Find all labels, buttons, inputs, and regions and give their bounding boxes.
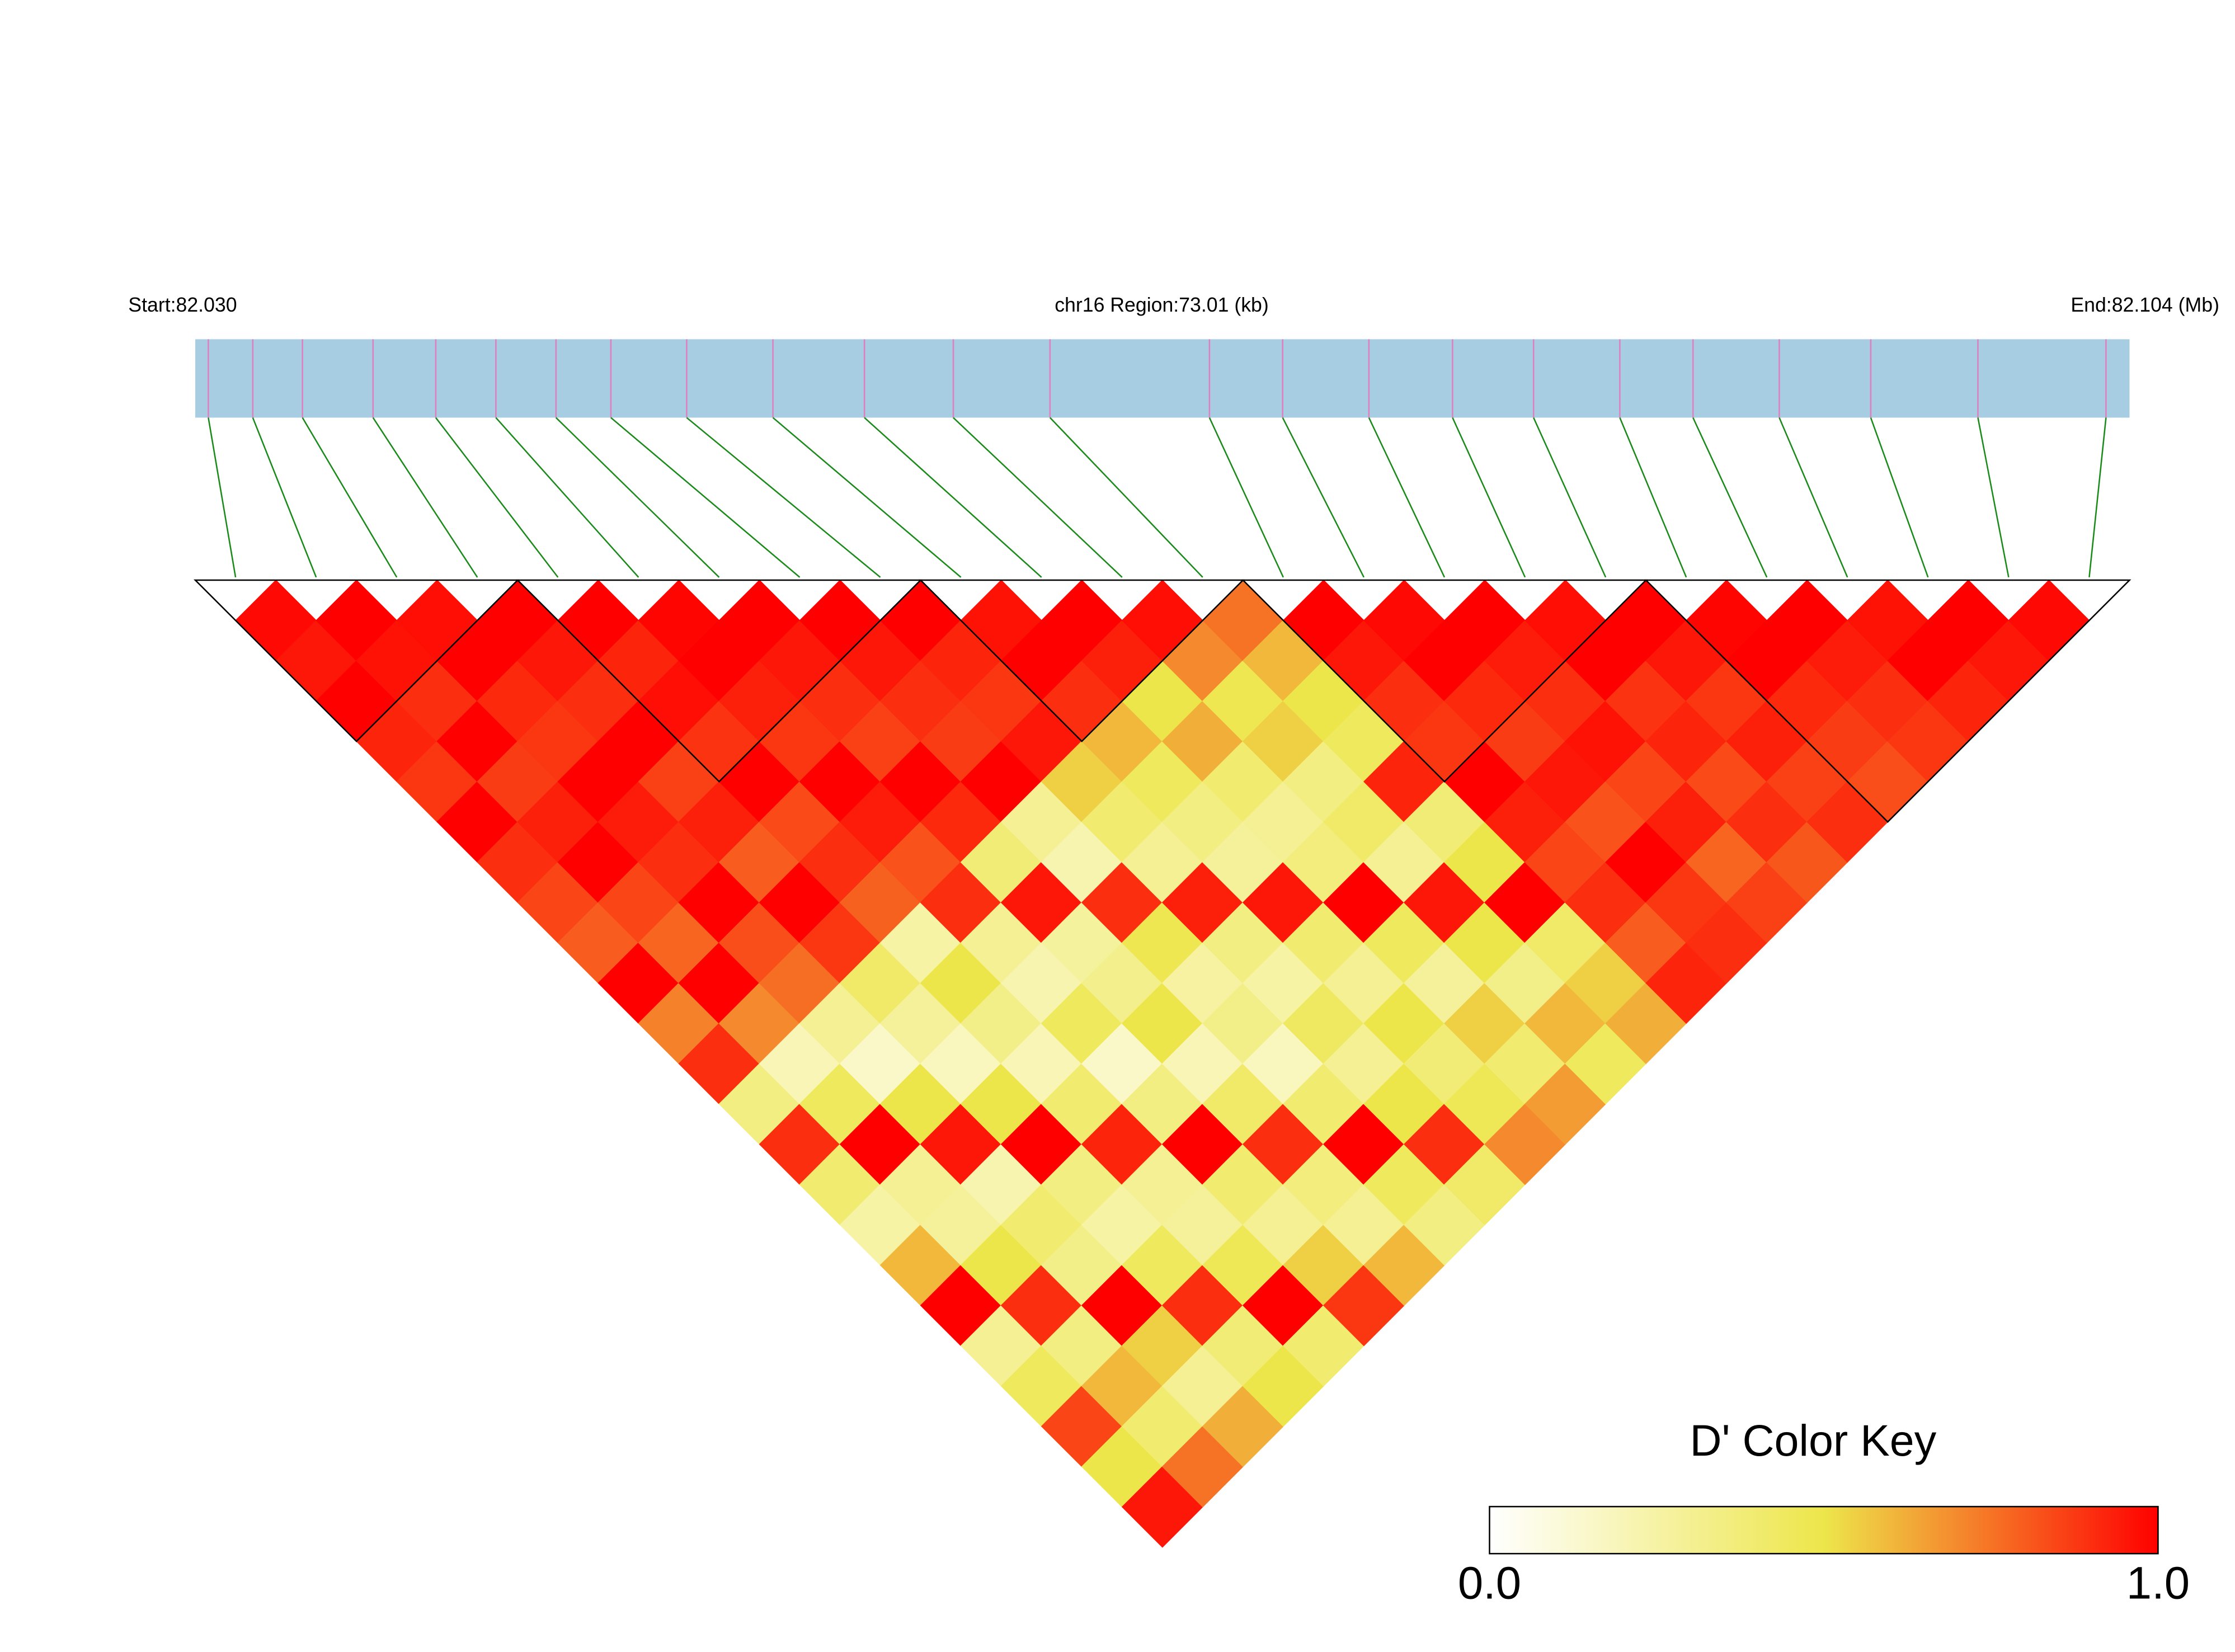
snp-link bbox=[1533, 417, 1607, 578]
snp-link bbox=[302, 417, 398, 578]
ld-block bbox=[193, 579, 520, 742]
snp-link bbox=[1870, 417, 1929, 578]
snp-link bbox=[208, 417, 237, 578]
ld-block bbox=[919, 579, 1245, 742]
end-label: End:82.104 (Mb) bbox=[2071, 294, 2219, 316]
snp-link bbox=[772, 417, 962, 578]
snp-link bbox=[435, 417, 559, 578]
snp-link bbox=[1368, 417, 1446, 578]
start-label: Start:82.030 bbox=[128, 294, 237, 316]
snp-link bbox=[864, 417, 1042, 578]
snp-link bbox=[1977, 417, 2010, 578]
snp-link bbox=[1049, 417, 1203, 578]
color-key-tick-label: 1.0 bbox=[2126, 1557, 2190, 1608]
snp-link bbox=[1692, 417, 1768, 578]
color-key-tick-label: 0.0 bbox=[1458, 1557, 1521, 1608]
snp-link bbox=[1208, 417, 1284, 578]
snp-link bbox=[555, 417, 720, 578]
snp-link bbox=[1619, 417, 1687, 578]
snp-link bbox=[610, 417, 801, 578]
snp-link bbox=[2088, 417, 2107, 578]
color-key bbox=[1489, 1505, 2159, 1555]
snp-link bbox=[953, 417, 1123, 578]
ld-block bbox=[1644, 579, 2132, 823]
snp-link bbox=[1452, 417, 1526, 578]
snp-link bbox=[252, 417, 317, 578]
snp-link bbox=[372, 417, 478, 578]
gene-bar bbox=[195, 339, 2130, 418]
region-label: chr16 Region:73.01 (kb) bbox=[1055, 294, 1269, 316]
ld-block bbox=[516, 579, 923, 783]
snp-link bbox=[1778, 417, 1848, 578]
color-key-title: D' Color Key bbox=[1690, 1416, 1936, 1465]
snp-link bbox=[495, 417, 639, 578]
snp-link bbox=[1282, 417, 1365, 578]
ld-block bbox=[1241, 579, 1648, 783]
snp-link bbox=[686, 417, 881, 578]
